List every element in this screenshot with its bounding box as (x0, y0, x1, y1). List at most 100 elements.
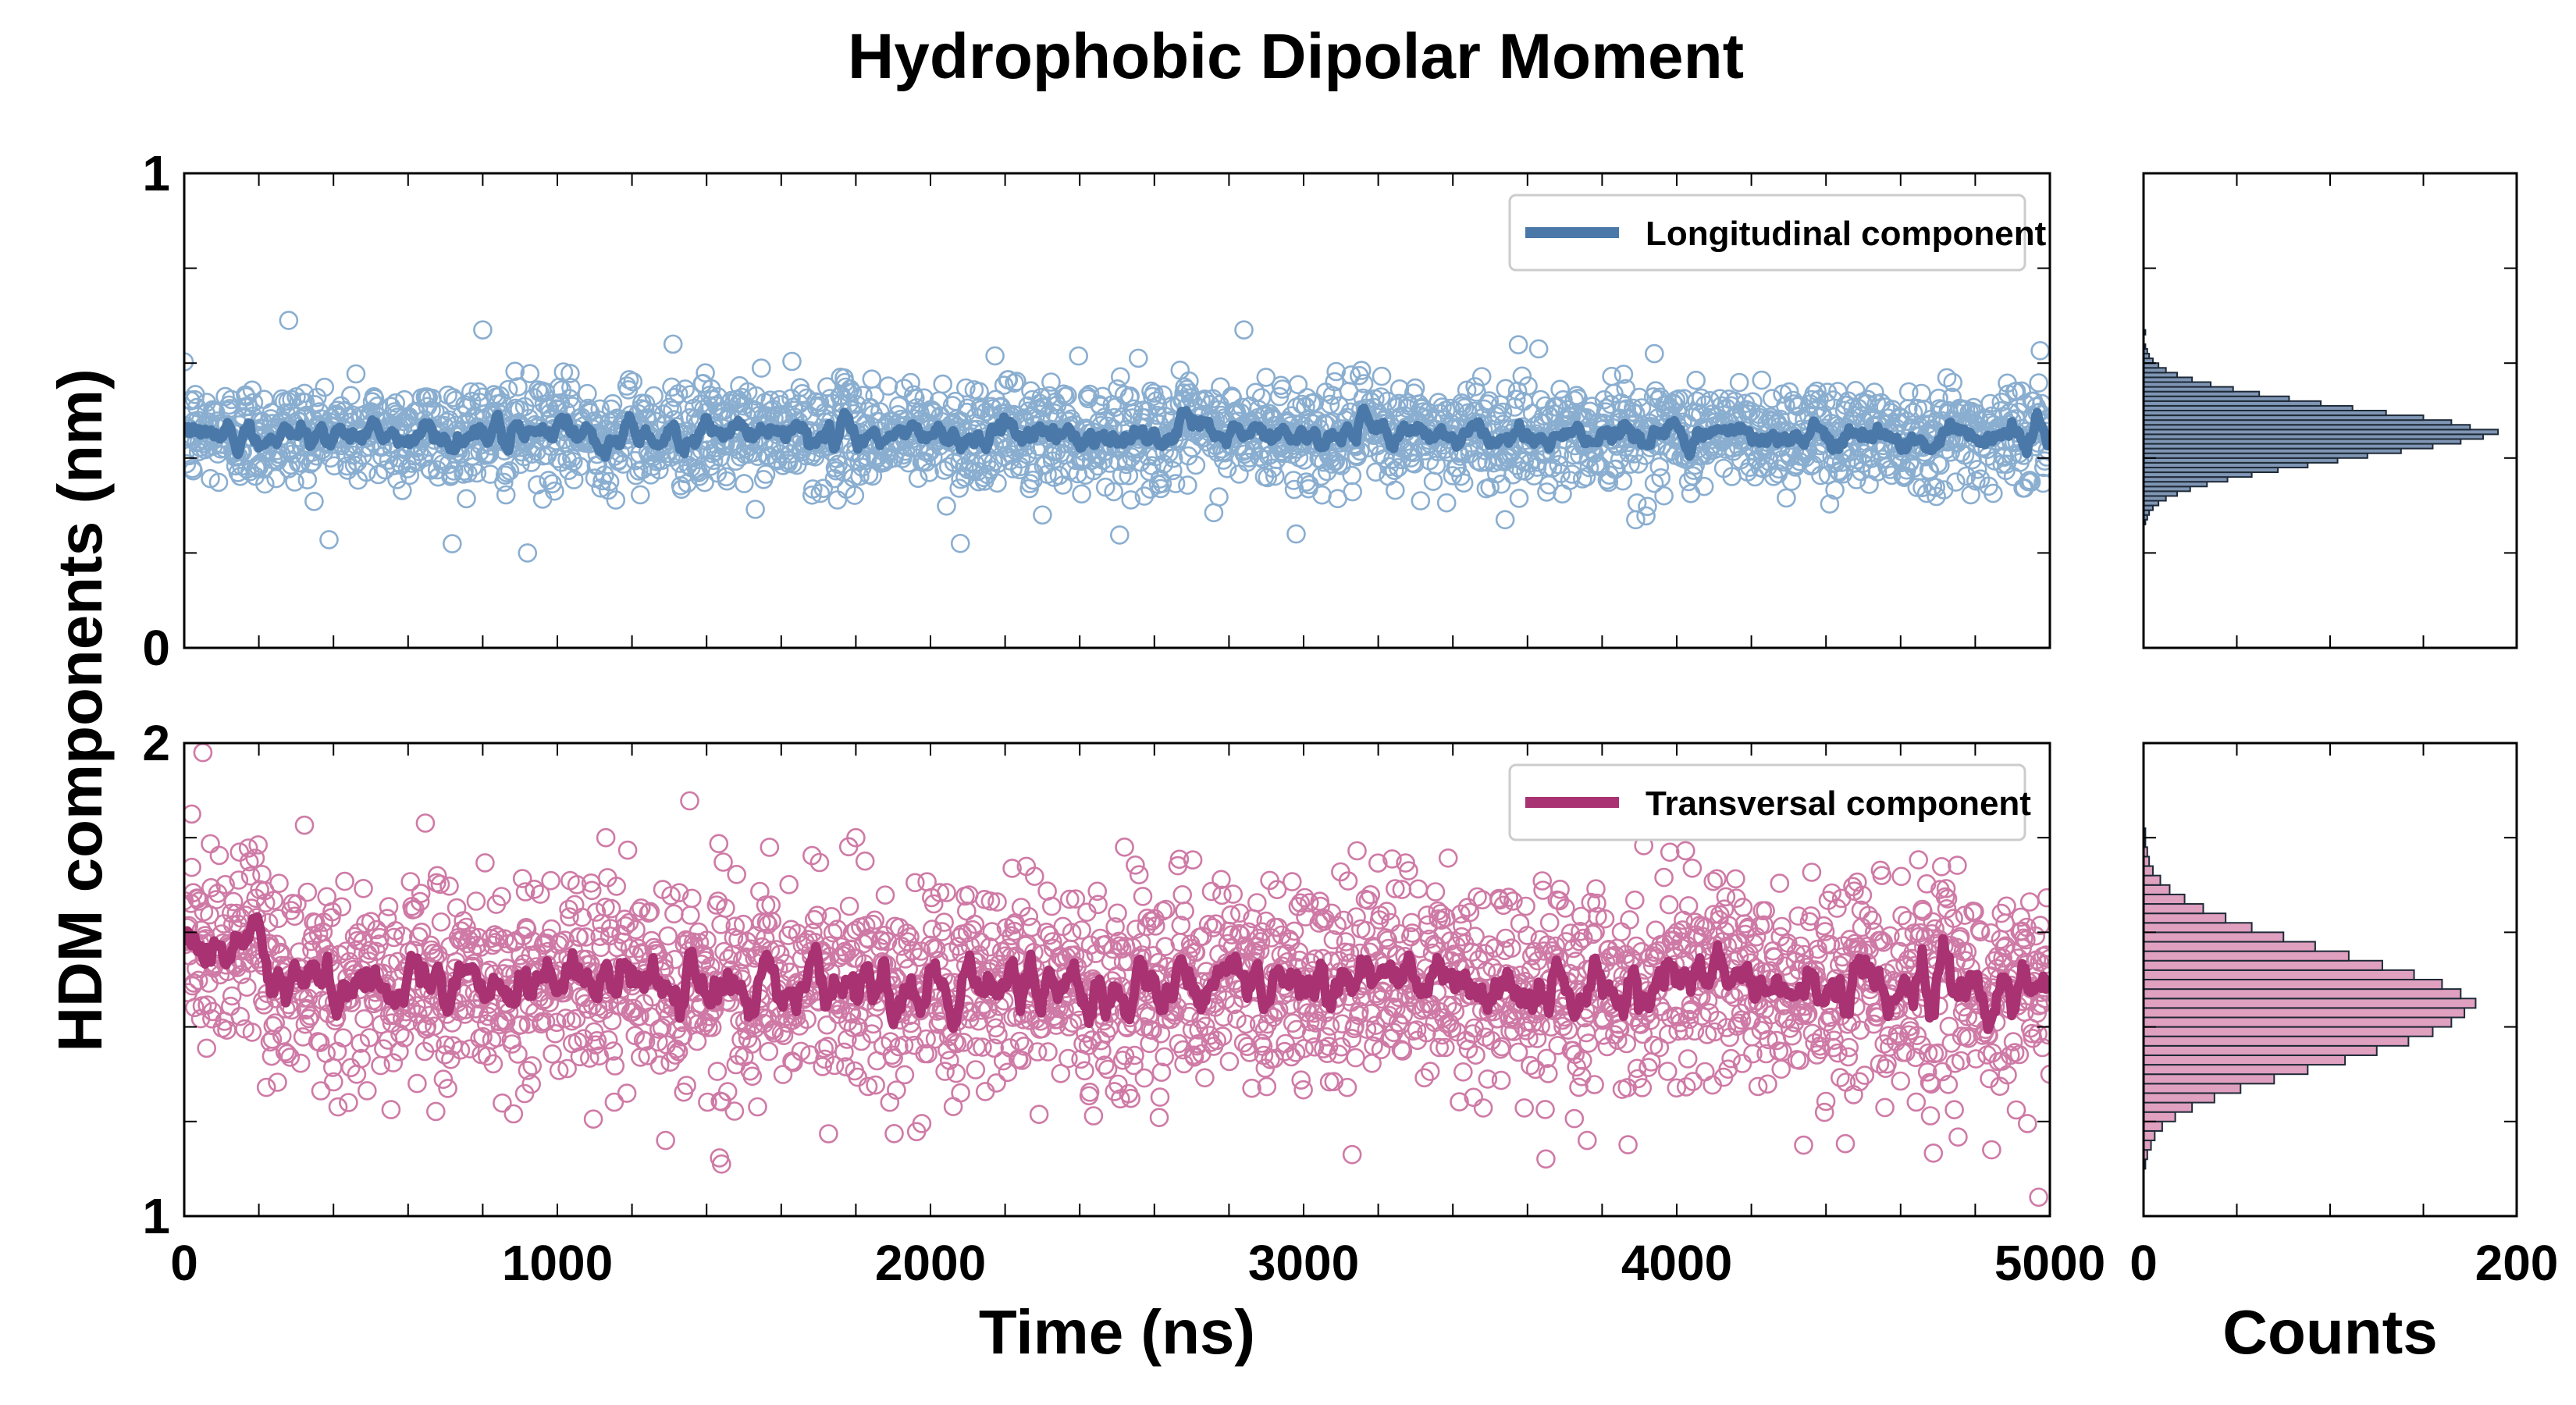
sample-point (1291, 1070, 1311, 1090)
sample-point (978, 999, 998, 1019)
sample-point (724, 1101, 745, 1121)
sample-point (521, 1074, 542, 1094)
sample-point (1342, 465, 1362, 486)
sample-point (1163, 448, 1183, 468)
sample-point (689, 467, 710, 486)
sample-point (1572, 1066, 1592, 1087)
sample-point (1564, 938, 1584, 959)
sample-point (439, 454, 458, 475)
sample-point (1104, 482, 1123, 502)
sample-point (1913, 902, 1933, 921)
sample-point (238, 397, 258, 417)
sample-point (1820, 494, 1840, 514)
sample-point (1629, 387, 1649, 407)
sample-point (483, 1054, 503, 1074)
sample-point (1133, 887, 1153, 906)
sample-point (1366, 462, 1386, 482)
sample-point (791, 1041, 811, 1062)
sample-point (280, 1048, 301, 1067)
sample-point (1821, 1007, 1841, 1027)
sample-point (294, 383, 315, 404)
sample-point (481, 928, 501, 948)
sample-point (760, 838, 780, 857)
sample-point (1343, 482, 1362, 502)
sample-point (937, 883, 956, 902)
sample-point (1221, 905, 1241, 925)
sample-point (970, 382, 989, 402)
sample-point (653, 404, 674, 424)
sample-point (1521, 1055, 1540, 1076)
sample-point (1414, 1068, 1434, 1088)
sample-point (1126, 919, 1146, 939)
sample-point (1315, 909, 1335, 929)
sample-point (398, 1012, 418, 1032)
sample-point (1407, 1020, 1427, 1040)
sample-point (1827, 898, 1847, 918)
sample-point (202, 1001, 222, 1022)
sample-point (425, 1101, 446, 1122)
sample-point (1431, 904, 1450, 923)
sample-point (1961, 485, 1980, 505)
sample-point (1029, 1104, 1049, 1124)
sample-point (1058, 386, 1077, 406)
sample-point (649, 1055, 670, 1075)
sample-point (1852, 917, 1872, 937)
sample-point (1780, 1019, 1800, 1038)
sample-point (457, 489, 476, 509)
sample-point (1743, 1044, 1763, 1064)
sample-point (767, 940, 786, 959)
sample-point (2002, 445, 2023, 465)
sample-point (271, 942, 290, 962)
sample-point (1292, 394, 1311, 414)
sample-point (734, 474, 754, 493)
sample-point (322, 908, 341, 927)
sample-point (1231, 925, 1251, 945)
sample-point (254, 474, 275, 494)
sample-point (591, 937, 611, 958)
sample-point (1654, 486, 1674, 506)
sample-point (1660, 842, 1680, 863)
sample-point (1004, 915, 1023, 935)
sample-point (884, 1124, 904, 1144)
sample-point (512, 869, 532, 888)
sample-point (713, 852, 733, 872)
sample-point (333, 1028, 354, 1048)
sample-point (1320, 1016, 1340, 1036)
sample-point (1550, 379, 1570, 400)
sample-point (1032, 1019, 1052, 1039)
sample-point (230, 466, 251, 486)
sample-point (1859, 905, 1878, 926)
sample-point (1912, 478, 1932, 498)
sample-point (1247, 893, 1267, 912)
sample-point (287, 894, 307, 914)
sample-point (956, 378, 976, 398)
sample-point (1250, 941, 1270, 961)
sample-point (897, 923, 917, 943)
sample-point (1700, 390, 1720, 411)
sample-point (561, 378, 581, 397)
sample-point (1204, 503, 1224, 523)
sample-point (1031, 387, 1051, 407)
sample-point (1716, 887, 1736, 907)
sample-point (297, 882, 318, 902)
sample-point (1667, 1078, 1687, 1098)
sample-point (1326, 361, 1346, 382)
sample-point (923, 894, 944, 914)
sample-point (926, 939, 946, 959)
sample-point (559, 461, 578, 481)
sample-point (1683, 466, 1703, 486)
sample-point (1155, 1047, 1174, 1067)
sample-point (1436, 1037, 1455, 1058)
sample-point (1429, 1037, 1449, 1058)
sample-point (1322, 454, 1342, 474)
sample-point (275, 1042, 295, 1062)
sample-point (1275, 1041, 1294, 1062)
sample-point (1438, 848, 1458, 868)
sample-point (1756, 901, 1775, 920)
sample-point (1816, 1091, 1836, 1112)
sample-point (322, 902, 342, 922)
sample-point (1293, 1080, 1313, 1100)
sample-point (1332, 1014, 1352, 1033)
sample-point (197, 1038, 217, 1058)
sample-point (1391, 1040, 1411, 1059)
